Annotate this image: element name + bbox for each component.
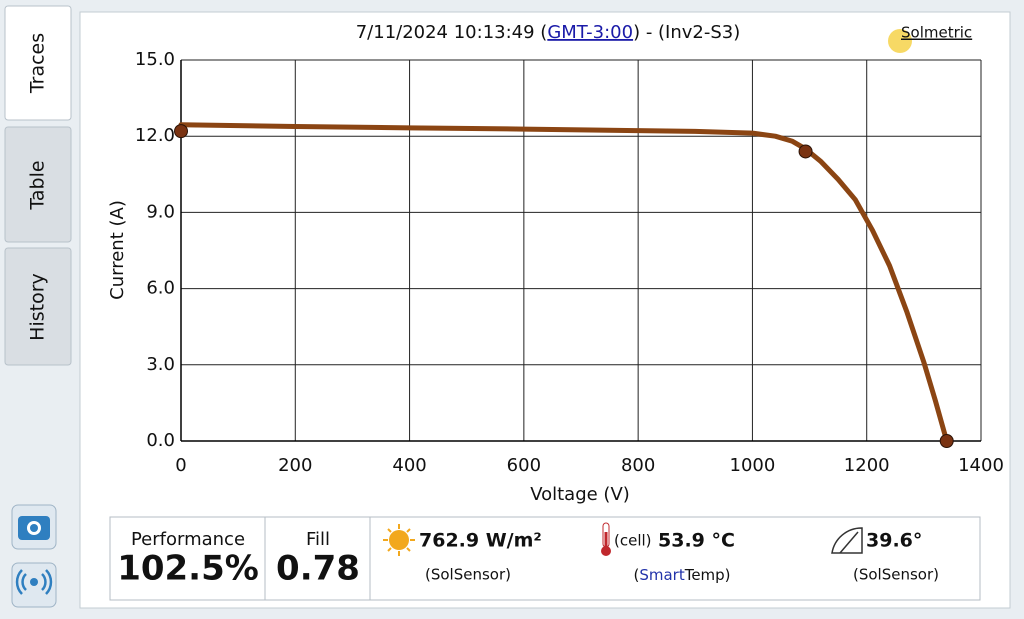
x-tick-label: 1000 bbox=[730, 455, 776, 476]
temperature-prefix: (cell) bbox=[614, 532, 652, 550]
x-axis-label: Voltage (V) bbox=[530, 484, 630, 505]
tab-traces[interactable] bbox=[4, 5, 72, 121]
irradiance-value: 762.9 W/m² bbox=[419, 530, 542, 552]
timezone-link[interactable]: GMT-3:00 bbox=[547, 22, 633, 43]
tab-label[interactable]: Table bbox=[27, 160, 49, 210]
x-tick-label: 600 bbox=[507, 455, 541, 476]
cursor-highlight bbox=[888, 29, 912, 53]
irradiance-source: (SolSensor) bbox=[425, 566, 511, 584]
x-tick-label: 800 bbox=[621, 455, 655, 476]
x-tick-label: 1400 bbox=[958, 455, 1004, 476]
plot-area bbox=[181, 60, 981, 441]
brand-link[interactable]: Solmetric bbox=[901, 24, 972, 42]
x-tick-label: 400 bbox=[392, 455, 426, 476]
tab-table[interactable] bbox=[4, 126, 72, 243]
tilt-source: (SolSensor) bbox=[853, 566, 939, 584]
metric-label: Performance bbox=[131, 529, 245, 550]
x-tick-label: 1200 bbox=[844, 455, 890, 476]
title-part: ) - (Inv2-S3) bbox=[633, 22, 740, 43]
thermometer-icon bbox=[601, 522, 611, 556]
key-point bbox=[174, 124, 188, 139]
x-tick-label: 200 bbox=[278, 455, 312, 476]
key-point bbox=[798, 144, 813, 159]
x-tick-label: 0 bbox=[175, 455, 186, 476]
y-tick-label: 9.0 bbox=[146, 201, 175, 222]
y-tick-label: 15.0 bbox=[135, 49, 175, 70]
y-axis-label: Current (A) bbox=[107, 200, 128, 300]
metrics-panel bbox=[109, 516, 981, 601]
metric-value: 0.78 bbox=[276, 549, 360, 589]
chart-title: 7/11/2024 10:13:49 (GMT-3:00) - (Inv2-S3… bbox=[356, 22, 741, 43]
sun-icon bbox=[383, 524, 415, 556]
y-tick-label: 6.0 bbox=[146, 278, 175, 299]
source-part: Temp) bbox=[684, 566, 731, 584]
temperature-value: 53.9 °C bbox=[658, 530, 735, 552]
source-part: ( bbox=[633, 566, 639, 584]
camera-button[interactable] bbox=[11, 504, 57, 550]
tilt-value: 39.6° bbox=[866, 530, 922, 552]
tab-history[interactable] bbox=[4, 247, 72, 366]
tab-label[interactable]: Traces bbox=[27, 33, 49, 94]
tab-label[interactable]: History bbox=[27, 273, 49, 341]
temperature-source: (SmartTemp) bbox=[633, 566, 730, 584]
metric-label: Fill bbox=[306, 529, 330, 550]
y-tick-label: 0.0 bbox=[146, 430, 175, 451]
tilt-icon bbox=[831, 527, 863, 554]
metric-value: 102.5% bbox=[117, 549, 259, 589]
plot: 0.0 3.0 6.0 9.0 12.0 15.0 0 200 400 600 800 1000 120… bbox=[135, 49, 1004, 476]
title-part: 7/11/2024 10:13:49 ( bbox=[356, 22, 548, 43]
y-tick-label: 3.0 bbox=[146, 354, 175, 375]
y-tick-label: 12.0 bbox=[135, 125, 175, 146]
key-point bbox=[939, 434, 954, 448]
source-link[interactable]: Smart bbox=[639, 566, 684, 584]
wireless-button[interactable] bbox=[11, 562, 57, 608]
